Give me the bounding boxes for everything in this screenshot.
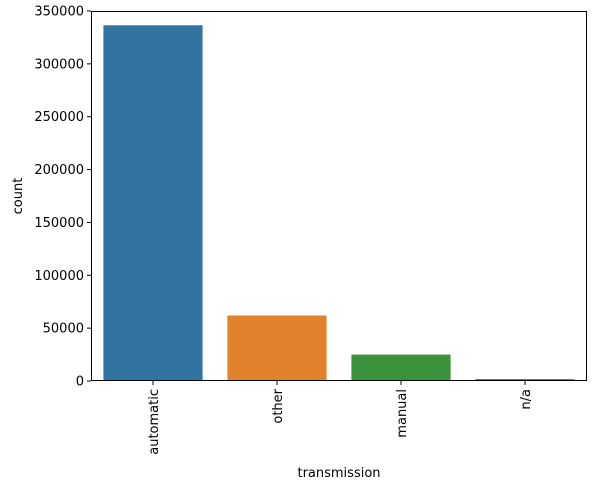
x-tick-label: automatic — [147, 389, 162, 455]
x-tick-label: other — [271, 388, 286, 423]
y-tick-label: 100000 — [34, 269, 84, 284]
y-tick-label: 350000 — [34, 5, 84, 20]
y-tick-label: 50000 — [43, 322, 84, 337]
bar-other — [227, 315, 327, 381]
y-tick-label: 250000 — [34, 110, 84, 125]
x-tick-label: n/a — [519, 389, 534, 410]
x-tick-label: manual — [395, 389, 410, 438]
bars-layer — [103, 25, 575, 382]
y-axis-ticks: 0 50000 100000 150000 200000 250000 300000 3500… — [34, 5, 91, 390]
x-axis-label: transmission — [297, 466, 380, 481]
bar-manual — [351, 354, 451, 381]
bar-automatic — [103, 25, 203, 382]
y-axis-label: count — [11, 178, 26, 215]
x-axis-ticks: automatic other manual n/a — [147, 381, 534, 455]
y-tick-label: 150000 — [34, 216, 84, 231]
y-tick-label: 200000 — [34, 163, 84, 178]
plot-frame — [91, 11, 587, 381]
y-tick-label: 300000 — [34, 57, 84, 72]
y-tick-label: 0 — [76, 375, 84, 390]
